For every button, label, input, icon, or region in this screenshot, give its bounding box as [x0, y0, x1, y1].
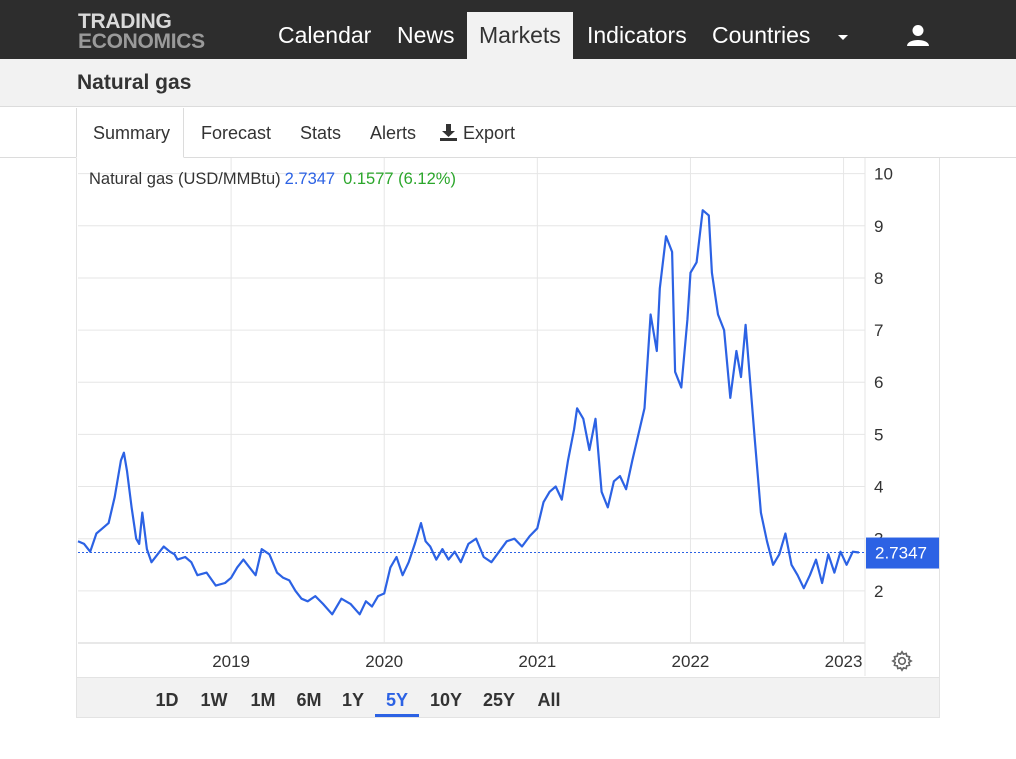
y-tick-label: 2 [874, 582, 883, 601]
title-bar: Natural gas [0, 59, 1016, 107]
logo-line-1: TRADING [78, 10, 172, 33]
nav-markets[interactable]: Markets [467, 12, 573, 59]
range-selector-bar [77, 677, 939, 717]
page-title: Natural gas [77, 71, 192, 94]
nav-news[interactable]: News [397, 22, 455, 48]
tab-summary[interactable]: Summary [76, 108, 185, 158]
range-button-25y[interactable]: 25Y [482, 690, 516, 710]
x-tick-label: 2023 [825, 652, 863, 671]
x-tick-label: 2019 [212, 652, 250, 671]
tab-forecast[interactable]: Forecast [201, 123, 272, 143]
tab-stats[interactable]: Stats [300, 123, 342, 143]
range-button-all[interactable]: All [537, 690, 561, 710]
y-tick-label: 5 [874, 425, 883, 444]
quote-legend: Natural gas (USD/MMBtu) 2.7347 0.1577 (6.1… [89, 170, 456, 189]
top-navbar: TRADING ECONOMICS Calendar News Markets … [0, 0, 1016, 59]
chart-grid [78, 158, 866, 676]
tabs-divider [0, 157, 1016, 158]
range-button-10y[interactable]: 10Y [429, 690, 463, 710]
y-tick-label: 8 [874, 269, 883, 288]
nav-indicators[interactable]: Indicators [587, 22, 687, 48]
x-tick-label: 2020 [365, 652, 403, 671]
price-series-line [77, 209, 860, 616]
range-button-1w[interactable]: 1W [200, 690, 228, 710]
nav-countries[interactable]: Countries [712, 22, 811, 48]
nav-more-caret-icon[interactable] [838, 35, 848, 40]
y-axis-ticks: 2345678910 [874, 165, 893, 601]
logo-line-2: ECONOMICS [78, 30, 205, 53]
range-button-1m[interactable]: 1M [250, 690, 276, 710]
y-tick-label: 7 [874, 321, 883, 340]
nav-calendar[interactable]: Calendar [278, 22, 372, 48]
download-icon [440, 124, 457, 141]
quote-name: Natural gas (USD/MMBtu) [89, 170, 281, 188]
range-button-5y[interactable]: 5Y [375, 677, 419, 717]
x-tick-label: 2021 [518, 652, 556, 671]
x-axis-ticks: 2019 2020 2021 2022 2023 [212, 652, 862, 671]
export-label: Export [463, 123, 516, 143]
settings-gear-icon[interactable] [891, 650, 913, 672]
last-price-badge [866, 537, 939, 569]
quote-change: 0.1577 (6.12%) [343, 170, 456, 188]
quote-price: 2.7347 [284, 170, 336, 188]
y-tick-label: 6 [874, 373, 883, 392]
y-tick-label: 9 [874, 217, 883, 236]
tab-alerts[interactable]: Alerts [370, 123, 417, 143]
range-button-6m[interactable]: 6M [296, 690, 322, 710]
range-button-1y[interactable]: 1Y [341, 690, 365, 710]
trading-economics-logo[interactable]: TRADING ECONOMICS [78, 10, 205, 53]
x-tick-label: 2022 [672, 652, 710, 671]
user-icon[interactable] [906, 24, 930, 46]
tab-export[interactable]: Export [440, 108, 515, 158]
chart-panel [76, 158, 940, 718]
y-tick-label: 4 [874, 478, 883, 497]
y-tick-label: 10 [874, 165, 893, 184]
last-price-label: 2.7347 [875, 544, 927, 563]
range-button-1d[interactable]: 1D [155, 690, 179, 710]
